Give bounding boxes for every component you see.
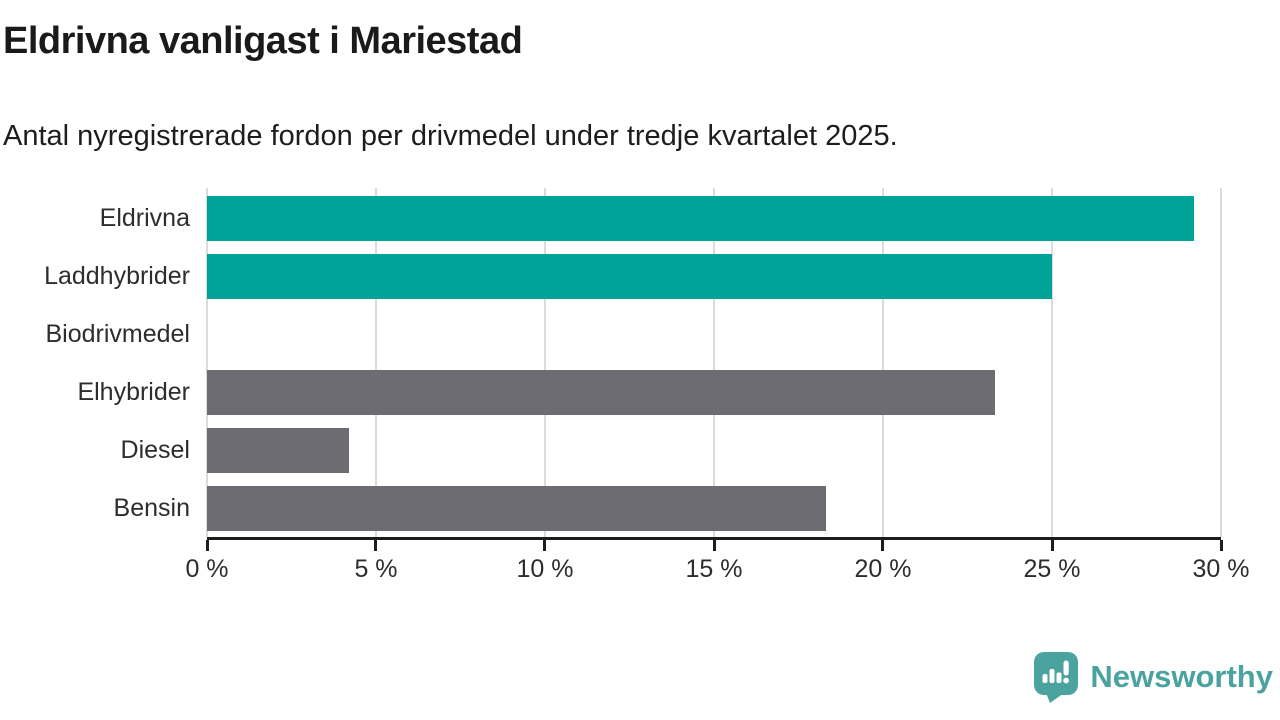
axis-tick-label: 25 % [1023,555,1081,583]
axis-tick [205,540,209,551]
bar-row: Bensin [0,479,1221,537]
newsworthy-speech-bubble-chart-icon [1034,652,1079,703]
bar [207,195,1194,241]
gridline-layer [206,188,1222,537]
bar [207,369,995,415]
axis-tick [881,540,885,551]
bar-row: Diesel [0,421,1221,479]
gridline [1051,188,1053,537]
category-label: Elhybrider [77,377,190,406]
bar-row: Elhybrider [0,363,1221,421]
bar [207,485,826,531]
gridline [206,188,208,537]
axis-tick [374,540,378,551]
newsworthy-logo: Newsworthy [1033,651,1273,703]
axis-tick-label: 5 % [354,555,398,583]
bar-row: Biodrivmedel [0,305,1221,363]
gridline [713,188,715,537]
category-label: Diesel [120,435,190,464]
x-axis [205,537,1223,554]
x-axis-tick-labels: 0 % 5 % 10 % 15 % 20 % 25 % 30 % [185,555,1249,587]
bar-track [207,485,1221,531]
axis-tick-label: 10 % [516,555,574,583]
axis-tick [1219,540,1223,551]
category-label: Eldrivna [99,203,190,232]
axis-tick-label: 20 % [854,555,912,583]
bar-rows: Eldrivna Laddhybrider Biodrivmedel Elhybrid… [0,189,1221,537]
axis-tick-label: 0 % [185,555,229,583]
chart-subtitle: Antal nyregistrerade fordon per drivmede… [3,120,898,152]
bar [207,427,349,473]
page-title: Eldrivna vanligast i Mariestad [3,20,523,62]
axis-tick-label: 30 % [1192,555,1250,583]
bar-track [207,312,1221,357]
axis-tick-label: 15 % [685,555,743,583]
bar-track [207,253,1221,299]
axis-tick [543,540,547,551]
bar-chart: Eldrivna Laddhybrider Biodrivmedel Elhybrid… [0,188,1249,583]
category-label: Biodrivmedel [45,319,190,348]
brand-name: Newsworthy [1090,659,1273,694]
bar-track [207,427,1221,473]
axis-tick [1050,540,1054,551]
category-label: Laddhybrider [44,261,190,290]
bar-row: Laddhybrider [0,247,1221,305]
bar [207,253,1052,299]
axis-tick [712,540,716,551]
bar-row: Eldrivna [0,189,1221,247]
gridline [881,188,884,537]
gridline [1220,188,1222,537]
gridline [374,188,377,537]
bar-track [207,369,1221,415]
category-label: Bensin [113,493,190,522]
gridline [543,188,546,537]
bar-track [207,195,1221,241]
